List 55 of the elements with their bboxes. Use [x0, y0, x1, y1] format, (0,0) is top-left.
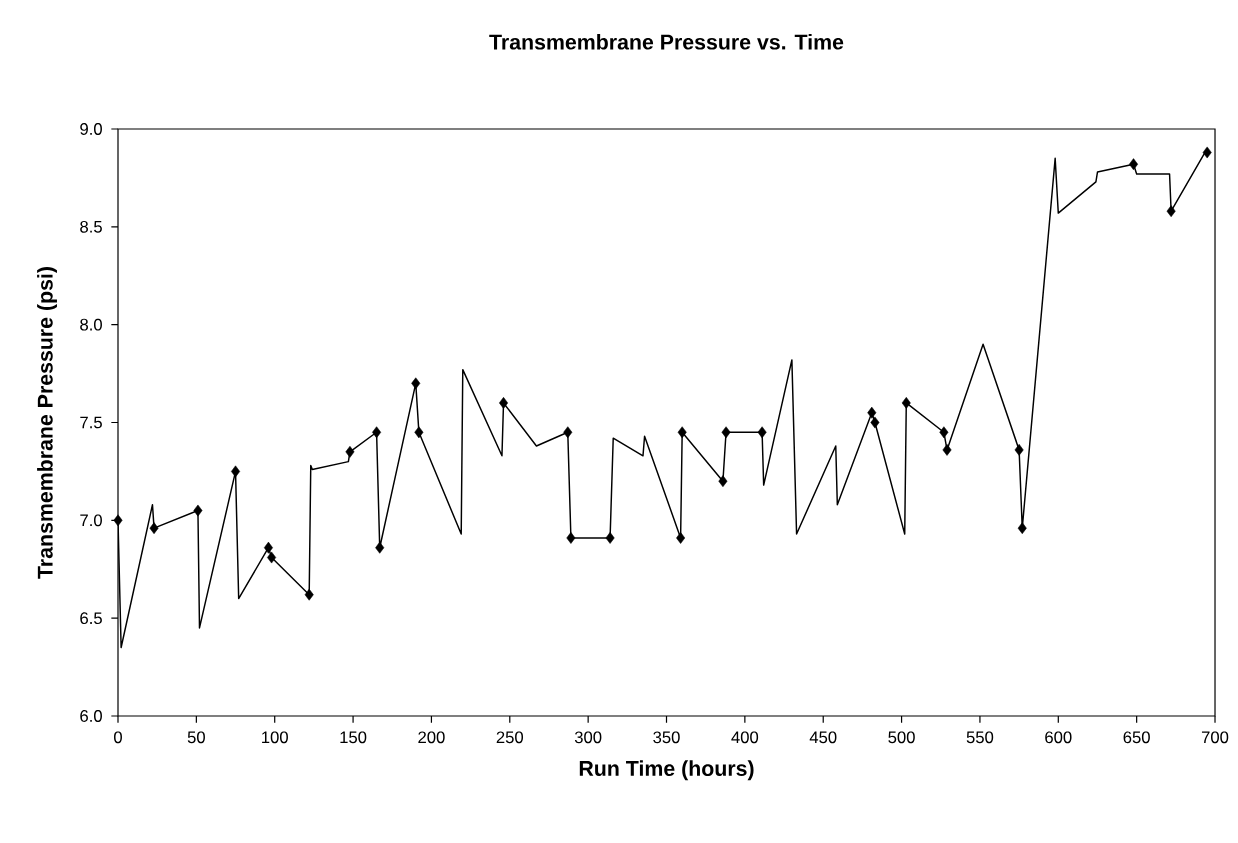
point: [901, 397, 911, 409]
x-tick-label: 50: [187, 731, 205, 744]
point: [1166, 205, 1176, 218]
y-tick-label: 7.5: [80, 416, 102, 429]
y-tick-label: 8.5: [80, 220, 102, 233]
x-tick-label: 600: [1045, 731, 1072, 744]
y-tick-label: 8.0: [80, 318, 102, 331]
x-tick-label: 100: [262, 731, 288, 744]
x-tick-label: 700: [1201, 731, 1229, 744]
point: [939, 426, 949, 439]
point: [193, 504, 203, 517]
point: [757, 426, 767, 439]
point: [676, 532, 686, 544]
point: [867, 406, 877, 419]
point: [942, 444, 952, 456]
point: [1202, 146, 1212, 159]
x-tick-label: 250: [496, 731, 524, 744]
point: [721, 426, 731, 439]
x-tick-label: 300: [574, 731, 602, 744]
point: [499, 397, 508, 409]
point: [718, 475, 728, 488]
point: [375, 541, 385, 554]
point: [414, 426, 424, 439]
point: [870, 416, 880, 429]
y-tick-label: 7.0: [80, 514, 102, 527]
point: [677, 426, 687, 439]
point: [345, 445, 355, 458]
point: [267, 551, 277, 564]
point: [1017, 522, 1027, 535]
x-tick-label: 400: [731, 731, 759, 744]
x-axis-title: Run Time (hours): [579, 760, 754, 781]
point: [304, 588, 314, 601]
point: [605, 532, 615, 544]
x-tick-label: 0: [114, 731, 122, 744]
point: [263, 541, 273, 554]
point: [231, 465, 241, 478]
x-tick-label: 200: [418, 731, 445, 744]
x-tick-label: 550: [966, 731, 994, 744]
point: [566, 532, 576, 544]
x-tick-label: 350: [653, 731, 680, 744]
point: [563, 426, 573, 439]
point: [372, 426, 382, 439]
chart-title: Transmembrane Pressure vs. Time: [489, 33, 844, 50]
y-axis-title: Transmembrane Pressure (psi): [37, 267, 57, 579]
x-tick-label: 450: [809, 731, 837, 744]
y-tick-label: 9.0: [80, 123, 102, 135]
y-tick-label: 6.0: [80, 710, 102, 722]
x-tick-label: 500: [888, 731, 915, 744]
x-tick-label: 650: [1123, 731, 1150, 744]
y-tick-label: 6.5: [80, 612, 102, 625]
point: [113, 514, 123, 527]
point: [411, 377, 421, 390]
point: [149, 522, 159, 535]
x-tick-label: 150: [340, 731, 367, 744]
point: [1014, 444, 1024, 456]
